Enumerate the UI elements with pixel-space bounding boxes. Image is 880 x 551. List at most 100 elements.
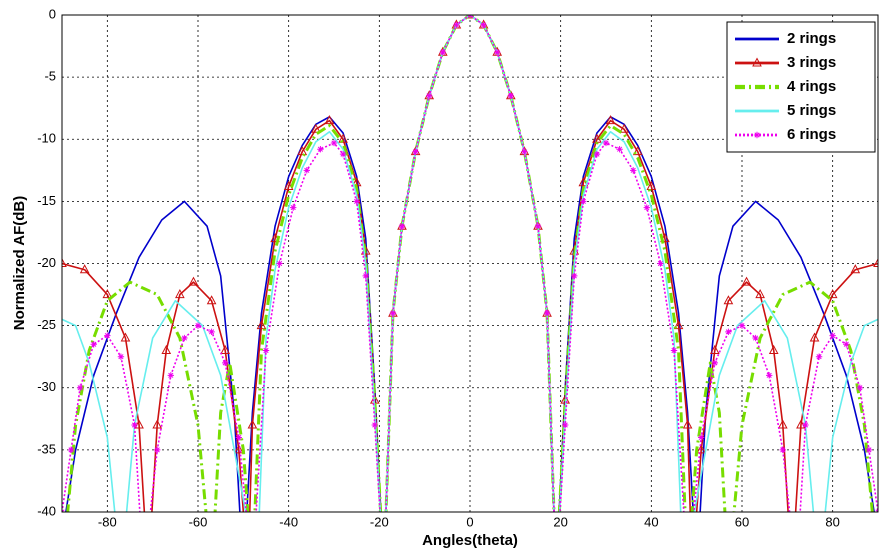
point-marker xyxy=(616,145,623,153)
x-tick-label: 80 xyxy=(825,514,839,529)
point-marker xyxy=(827,289,838,299)
point-marker xyxy=(297,146,308,156)
point-marker xyxy=(843,341,850,348)
point-marker xyxy=(426,92,433,99)
y-tick-label: 0 xyxy=(49,6,56,21)
point-marker xyxy=(104,332,111,339)
point-marker xyxy=(398,223,406,230)
point-marker xyxy=(796,419,806,429)
series-line xyxy=(62,15,878,512)
point-marker xyxy=(643,204,650,211)
point-marker xyxy=(152,419,163,429)
x-tick-label: 60 xyxy=(735,514,749,529)
x-tick-label: -80 xyxy=(98,514,117,529)
x-axis-label: Angles(theta) xyxy=(422,532,518,549)
point-marker xyxy=(755,289,765,299)
series-line xyxy=(62,15,878,512)
x-tick-label: -60 xyxy=(189,514,208,529)
point-marker xyxy=(602,139,610,147)
point-marker xyxy=(580,198,587,205)
point-marker xyxy=(534,223,542,230)
point-marker xyxy=(630,167,637,174)
point-marker xyxy=(829,332,836,339)
point-marker xyxy=(117,353,125,360)
point-marker xyxy=(317,145,324,153)
point-marker xyxy=(439,49,446,56)
y-tick-label: -5 xyxy=(44,69,56,84)
point-marker xyxy=(161,344,172,354)
point-marker xyxy=(206,295,217,305)
legend-label: 3 rings xyxy=(787,54,836,71)
x-tick-label: -40 xyxy=(279,514,298,529)
point-marker xyxy=(131,421,138,429)
point-marker xyxy=(768,344,779,354)
point-marker xyxy=(303,167,310,174)
y-tick-label: -20 xyxy=(37,255,56,270)
point-marker xyxy=(741,276,752,286)
point-marker xyxy=(235,434,242,441)
point-marker xyxy=(134,419,144,429)
point-marker xyxy=(338,133,348,143)
point-marker xyxy=(102,289,113,299)
point-marker xyxy=(766,372,773,379)
point-marker xyxy=(389,310,397,317)
point-marker xyxy=(521,148,528,155)
point-marker xyxy=(865,446,873,454)
point-marker xyxy=(175,289,185,299)
point-marker xyxy=(154,446,161,454)
point-marker xyxy=(725,328,732,336)
point-marker xyxy=(208,328,215,336)
point-marker xyxy=(120,332,131,342)
point-marker xyxy=(220,344,231,354)
point-marker xyxy=(262,347,270,354)
point-marker xyxy=(646,180,657,190)
series-line xyxy=(66,15,874,512)
point-marker xyxy=(353,198,360,205)
point-marker xyxy=(543,310,551,317)
y-tick-label: -25 xyxy=(37,317,56,332)
point-marker xyxy=(233,444,244,454)
point-marker xyxy=(709,344,720,354)
point-marker xyxy=(330,139,338,147)
legend-label: 5 rings xyxy=(787,102,836,119)
point-marker xyxy=(276,260,283,267)
point-marker xyxy=(815,353,823,360)
point-marker xyxy=(412,148,419,155)
y-tick-label: -30 xyxy=(37,379,56,394)
point-marker xyxy=(605,115,616,125)
point-marker xyxy=(494,49,501,56)
x-tick-label: 40 xyxy=(644,514,658,529)
point-marker xyxy=(67,446,75,454)
x-tick-label: -20 xyxy=(370,514,389,529)
legend-label: 4 rings xyxy=(787,78,836,95)
legend-box xyxy=(726,21,876,153)
point-marker xyxy=(188,276,199,286)
point-marker xyxy=(76,384,84,391)
y-tick-label: -35 xyxy=(37,441,56,456)
legend-marker xyxy=(753,131,761,139)
point-marker xyxy=(698,434,705,441)
point-marker xyxy=(682,419,693,429)
point-marker xyxy=(856,384,864,391)
legend-label: 6 rings xyxy=(787,126,836,143)
point-marker xyxy=(696,444,707,454)
point-marker xyxy=(562,421,569,429)
plot-frame xyxy=(61,14,879,513)
point-marker xyxy=(247,419,258,429)
point-marker xyxy=(673,320,684,330)
point-marker xyxy=(619,123,629,133)
point-marker xyxy=(79,264,90,274)
point-marker xyxy=(657,260,664,267)
point-marker xyxy=(480,21,487,29)
point-marker xyxy=(738,322,746,329)
point-marker xyxy=(752,334,759,342)
x-tick-label: 20 xyxy=(553,514,567,529)
point-marker xyxy=(802,421,809,429)
y-tick-label: -40 xyxy=(37,503,56,518)
point-marker xyxy=(670,347,678,354)
point-marker xyxy=(507,92,514,99)
point-marker xyxy=(311,123,321,133)
point-marker xyxy=(873,257,878,267)
point-marker xyxy=(290,204,297,211)
